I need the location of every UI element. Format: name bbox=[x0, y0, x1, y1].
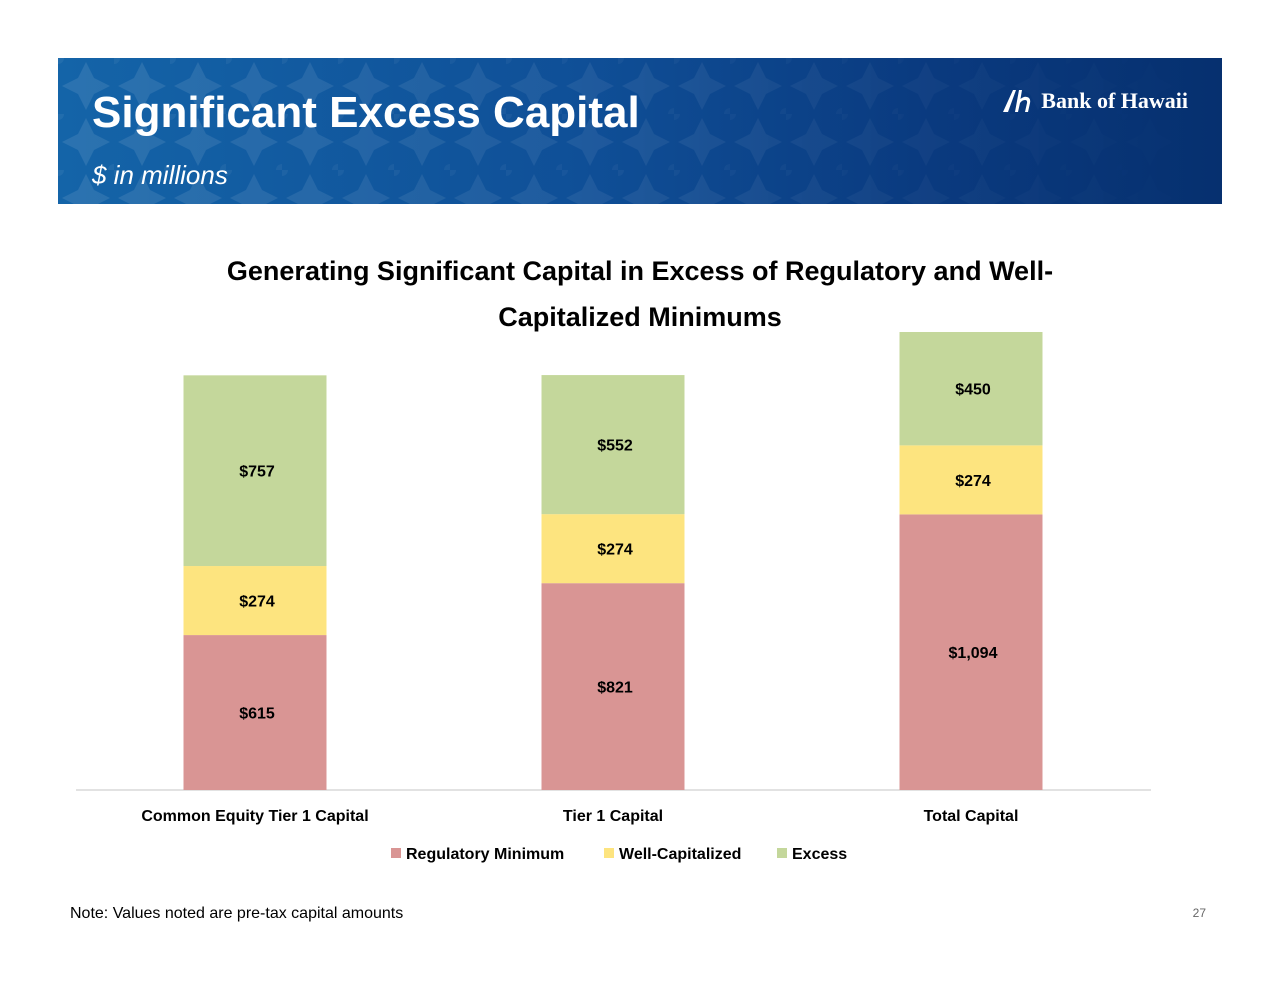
legend-label: Excess bbox=[792, 846, 847, 863]
category-label: Common Equity Tier 1 Capital bbox=[141, 808, 368, 825]
legend-label: Well-Capitalized bbox=[619, 846, 741, 863]
data-label: $552 bbox=[597, 438, 633, 455]
category-label: Total Capital bbox=[924, 808, 1019, 825]
data-label: $274 bbox=[955, 473, 991, 490]
category-label: Tier 1 Capital bbox=[563, 808, 663, 825]
page-number: 27 bbox=[1193, 906, 1206, 920]
data-label: $450 bbox=[955, 382, 991, 399]
data-label: $274 bbox=[597, 542, 633, 559]
legend-label: Regulatory Minimum bbox=[406, 846, 564, 863]
stacked-bar-chart: $615 $274 $757 Common Equity Tier 1 Capital… bbox=[0, 0, 1280, 989]
legend-swatch bbox=[391, 848, 401, 858]
footnote: Note: Values noted are pre-tax capital a… bbox=[70, 905, 403, 923]
data-label: $821 bbox=[597, 680, 633, 697]
data-label: $274 bbox=[239, 594, 275, 611]
data-label: $615 bbox=[239, 706, 275, 723]
legend-swatch bbox=[777, 848, 787, 858]
data-label: $757 bbox=[239, 464, 275, 481]
legend-swatch bbox=[604, 848, 614, 858]
data-label: $1,094 bbox=[949, 645, 998, 662]
